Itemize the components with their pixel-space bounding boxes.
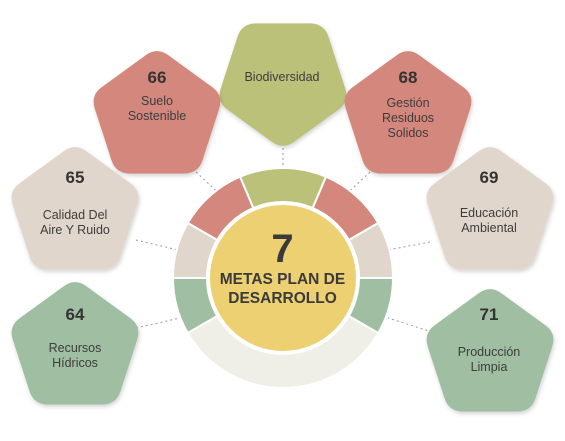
connector-69	[387, 241, 431, 251]
node-shape-biodiversidad	[219, 23, 347, 146]
center-circle	[206, 201, 360, 355]
node-shape-69	[426, 147, 554, 270]
node-66: 66 Suelo Sostenible	[102, 68, 212, 124]
connector-71	[387, 317, 433, 333]
center-number: 7	[271, 227, 294, 271]
node-shape-66	[93, 51, 221, 174]
node-label: Recursos Hídricos	[48, 341, 102, 370]
node-64: 64 Recursos Hídricos	[20, 305, 130, 371]
node-shape-68	[344, 51, 472, 174]
node-number: 71	[479, 305, 499, 324]
node-number: 68	[398, 68, 418, 87]
node-shape-64	[11, 282, 139, 405]
node-shape-65	[11, 147, 139, 270]
node-71: 71 Producción Limpia	[434, 305, 544, 375]
node-label: Calidad Del Aire Y Ruido	[40, 208, 110, 237]
node-number: 66	[147, 68, 167, 87]
node-biodiversidad: Biodiversidad	[222, 70, 342, 85]
node-number: 65	[65, 168, 85, 187]
node-label: Gestión Residuos Solidos	[381, 96, 435, 140]
node-shape-71	[426, 289, 554, 412]
connector-68	[339, 171, 371, 201]
node-number: 69	[479, 168, 499, 187]
connector-66	[195, 171, 227, 201]
node-65: 65 Calidad Del Aire Y Ruido	[20, 168, 130, 238]
node-label: Educación Ambiental	[459, 206, 519, 235]
connector-64	[135, 317, 181, 329]
node-label: Producción Limpia	[457, 345, 521, 374]
center-title: METAS PLAN DE DESARROLLO	[219, 271, 346, 307]
connector-65	[135, 239, 179, 251]
node-number: 64	[65, 305, 85, 324]
node-69: 69 Educación Ambiental	[434, 168, 544, 236]
node-label: Suelo Sostenible	[127, 94, 187, 123]
node-68: 68 Gestión Residuos Solidos	[353, 68, 463, 141]
node-label: Biodiversidad	[244, 70, 320, 84]
